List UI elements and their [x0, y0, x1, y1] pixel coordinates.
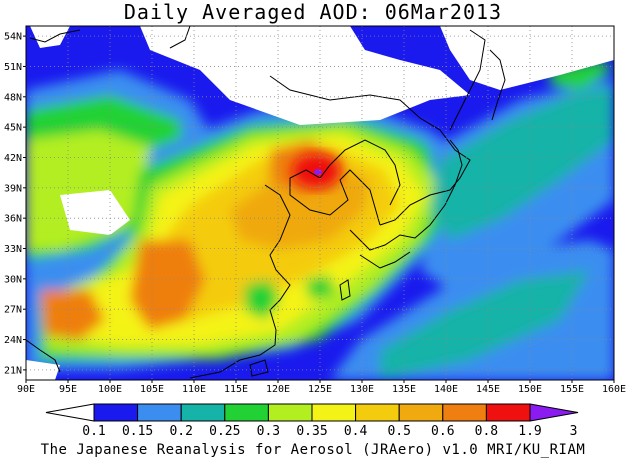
lat-tick-label: 33N — [4, 244, 22, 255]
colorbar-label: 0.1 — [82, 424, 105, 439]
coastlines — [26, 26, 506, 379]
latitude-labels: 54N 51N 48N 45N 42N 39N 36N 33N 30N 27N 24N 21N — [4, 32, 26, 376]
lat-tick-label: 21N — [4, 365, 22, 376]
credit-line: The Japanese Reanalysis for Aerosol (JRA… — [40, 442, 586, 458]
lon-tick-label: 115E — [224, 384, 248, 395]
colorbar-box — [442, 403, 487, 422]
colorbar-box — [93, 403, 139, 422]
longitude-labels: 90E 95E 100E 105E 110E 115E 120E 125E 130E 135E 14… — [17, 380, 626, 395]
lon-tick-label: 95E — [59, 384, 77, 395]
lon-tick-label: 125E — [308, 384, 332, 395]
lat-tick-label: 24N — [4, 335, 22, 346]
colorbar-label: 0.6 — [431, 424, 454, 439]
colorbar-label: 0.35 — [296, 424, 327, 439]
lon-tick-label: 140E — [434, 384, 458, 395]
colorbar-box — [311, 403, 357, 422]
map-title: Daily Averaged AOD: 06Mar2013 — [123, 0, 503, 24]
aod-field — [26, 26, 614, 380]
lon-tick-label: 120E — [266, 384, 290, 395]
lat-tick-label: 51N — [4, 62, 22, 73]
lat-tick-label: 42N — [4, 153, 22, 164]
colorbar-box — [267, 403, 313, 422]
lon-tick-label: 90E — [17, 384, 35, 395]
lat-tick-label: 48N — [4, 92, 22, 103]
colorbar-label: 0.4 — [344, 424, 368, 439]
lat-tick-label: 30N — [4, 274, 22, 285]
colorbar-label: 0.5 — [387, 424, 410, 439]
colorbar-label: 3 — [570, 424, 578, 439]
lat-tick-label: 54N — [4, 32, 22, 43]
colorbar-label: 0.15 — [122, 424, 153, 439]
colorbar-box — [180, 403, 226, 422]
lon-tick-label: 160E — [602, 384, 626, 395]
lon-tick-label: 145E — [476, 384, 500, 395]
colorbar-box — [398, 403, 444, 422]
lon-tick-label: 100E — [98, 384, 122, 395]
colorbar: 0.1 0.15 0.2 0.25 0.3 0.35 0.4 0.5 0.6 0.8 1.9 3 — [45, 403, 579, 439]
lat-tick-label: 45N — [4, 123, 22, 134]
colorbar-label: 1.9 — [518, 424, 541, 439]
lon-tick-label: 135E — [392, 384, 416, 395]
lon-tick-label: 110E — [182, 384, 206, 395]
colorbar-label: 0.25 — [209, 424, 240, 439]
lon-tick-label: 150E — [518, 384, 542, 395]
lat-tick-label: 36N — [4, 214, 22, 225]
colorbar-label: 0.2 — [169, 424, 192, 439]
lon-tick-label: 105E — [140, 384, 164, 395]
colorbar-box — [224, 403, 269, 422]
lat-tick-label: 27N — [4, 305, 22, 316]
colorbar-box — [485, 403, 531, 422]
colorbar-box — [137, 403, 182, 422]
lon-tick-label: 130E — [350, 384, 374, 395]
colorbar-label: 0.3 — [257, 424, 280, 439]
colorbar-label: 0.8 — [475, 424, 498, 439]
graticule — [26, 26, 614, 380]
lon-tick-label: 155E — [560, 384, 584, 395]
colorbar-box — [355, 403, 400, 422]
colorbar-low-triangle — [45, 403, 95, 422]
colorbar-high-triangle — [529, 403, 579, 422]
lat-tick-label: 39N — [4, 183, 22, 194]
